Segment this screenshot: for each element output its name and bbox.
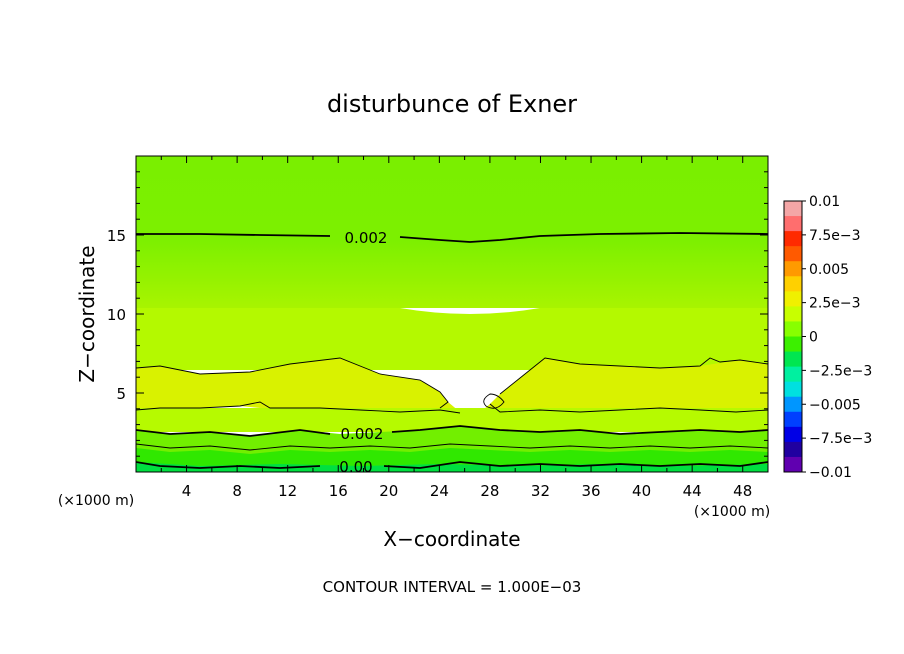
footer-note: CONTOUR INTERVAL = 1.000E−03	[323, 578, 582, 596]
colorbar-label: 0.01	[809, 194, 840, 210]
band-core	[136, 358, 768, 414]
y-axis-ticks: 5 10 15	[107, 171, 768, 457]
x-unit-right: (×1000 m)	[694, 504, 770, 520]
contour-line-upper	[136, 232, 768, 243]
contour-line-zero	[136, 461, 768, 469]
x-tick-label: 44	[683, 482, 702, 500]
x-tick-label: 40	[632, 482, 651, 500]
contour-line-island	[483, 393, 505, 409]
x-tick-label: 36	[581, 482, 600, 500]
colorbar-swatch	[784, 441, 802, 458]
colorbar-swatch	[784, 411, 802, 428]
colorbar-label: 7.5e−3	[809, 228, 861, 244]
x-tick-label: 24	[430, 482, 449, 500]
colorbar-swatch	[784, 261, 802, 277]
x-tick-label: 16	[329, 482, 348, 500]
y-tick-label: 10	[107, 306, 126, 324]
plot-area	[136, 156, 768, 472]
colorbar-swatch	[784, 336, 802, 353]
colorbar-swatch	[784, 231, 802, 247]
colorbar-label: 0.005	[809, 262, 849, 278]
contour-line-core-bottom	[136, 401, 768, 414]
x-tick-label: 4	[182, 482, 192, 500]
contour-line-lower	[136, 425, 768, 437]
colorbar-label: −7.5e−3	[809, 431, 872, 447]
x-tick-label: 20	[379, 482, 398, 500]
contour-label-upper: 0.002	[345, 229, 388, 247]
colorbar-swatch	[784, 381, 802, 398]
colorbar-label: −0.005	[809, 397, 861, 413]
y-tick-label: 15	[107, 227, 126, 245]
colorbar-swatch	[784, 366, 802, 383]
x-axis-ticks: 4 8 12 16 20 24 28 32 36 40 44 48	[160, 156, 752, 500]
band-top	[136, 156, 768, 308]
chart-title: disturbunce of Exner	[327, 90, 577, 118]
x-unit-left: (×1000 m)	[58, 493, 134, 509]
colorbar-swatch	[784, 216, 802, 232]
colorbar-swatch	[784, 291, 802, 307]
contour-label-zero: 0.00	[339, 458, 372, 476]
contour-line-core-outline	[136, 357, 768, 409]
colorbar-swatch	[784, 456, 802, 473]
colorbar-swatch	[784, 201, 802, 217]
colorbar-label: −0.01	[809, 465, 852, 481]
colorbar-label: 2.5e−3	[809, 296, 861, 312]
band-upper-mid	[136, 308, 768, 370]
x-tick-label: 28	[480, 482, 499, 500]
x-tick-label: 8	[232, 482, 242, 500]
colorbar-swatch	[784, 351, 802, 368]
x-tick-label: 12	[278, 482, 297, 500]
contour-label-lower: 0.002	[341, 425, 384, 443]
contour-line-lower-thin	[136, 443, 768, 451]
colorbar-label: −2.5e−3	[809, 363, 872, 379]
colorbar-swatch	[784, 426, 802, 443]
colorbar-swatch	[784, 396, 802, 413]
colorbar-swatch	[784, 276, 802, 292]
x-axis-label: X−coordinate	[383, 527, 520, 551]
colorbar-label: 0	[809, 330, 818, 346]
colorbar-swatch	[784, 246, 802, 262]
y-tick-label: 5	[116, 385, 126, 403]
colorbar: 0.01 7.5e−3 0.005 2.5e−3 0 −2.5e−3 −0.005 −7.5e…	[783, 194, 872, 481]
x-tick-label: 48	[733, 482, 752, 500]
colorbar-swatch	[784, 306, 802, 322]
x-tick-label: 32	[531, 482, 550, 500]
y-axis-label: Z−coordinate	[75, 245, 99, 382]
colorbar-swatch	[784, 321, 802, 337]
